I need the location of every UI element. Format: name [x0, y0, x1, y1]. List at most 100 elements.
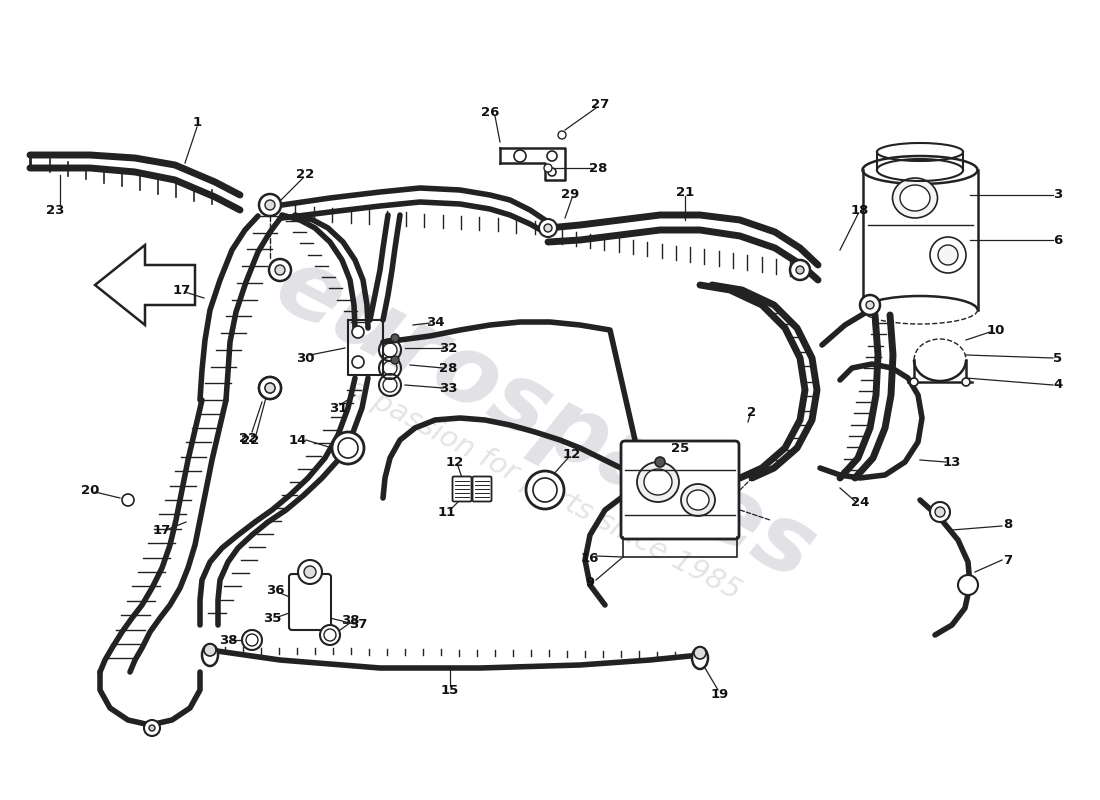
Text: 4: 4 [1054, 378, 1063, 391]
Text: 17: 17 [153, 523, 172, 537]
Circle shape [694, 647, 706, 659]
Circle shape [352, 326, 364, 338]
Text: 26: 26 [481, 106, 499, 118]
Circle shape [514, 150, 526, 162]
Text: 34: 34 [426, 315, 444, 329]
Circle shape [204, 644, 216, 656]
Text: 7: 7 [1003, 554, 1013, 566]
FancyBboxPatch shape [452, 477, 472, 502]
Circle shape [910, 378, 918, 386]
Ellipse shape [246, 634, 258, 646]
Circle shape [860, 295, 880, 315]
Circle shape [790, 260, 810, 280]
Text: 37: 37 [349, 618, 367, 631]
Text: 12: 12 [563, 449, 581, 462]
Circle shape [352, 356, 364, 368]
Text: 17: 17 [173, 283, 191, 297]
Text: 24: 24 [850, 495, 869, 509]
Text: 6: 6 [1054, 234, 1063, 246]
Text: 30: 30 [296, 351, 315, 365]
Circle shape [938, 245, 958, 265]
Ellipse shape [637, 462, 679, 502]
Circle shape [270, 259, 292, 281]
Text: 33: 33 [439, 382, 458, 394]
Circle shape [547, 151, 557, 161]
Circle shape [935, 507, 945, 517]
Text: 10: 10 [987, 323, 1005, 337]
Circle shape [390, 356, 399, 364]
Text: 15: 15 [441, 683, 459, 697]
Text: 22: 22 [239, 431, 257, 445]
Ellipse shape [892, 178, 937, 218]
Circle shape [298, 560, 322, 584]
Text: 31: 31 [329, 402, 348, 414]
Text: 38: 38 [341, 614, 360, 626]
Ellipse shape [332, 432, 364, 464]
Circle shape [275, 265, 285, 275]
FancyBboxPatch shape [473, 477, 492, 502]
Text: 35: 35 [263, 611, 282, 625]
Circle shape [962, 378, 970, 386]
Text: 11: 11 [438, 506, 456, 518]
Ellipse shape [320, 625, 340, 645]
Text: 38: 38 [219, 634, 238, 646]
Circle shape [548, 168, 556, 176]
Ellipse shape [202, 644, 218, 666]
Ellipse shape [688, 490, 710, 510]
Circle shape [390, 334, 399, 342]
Text: 28: 28 [439, 362, 458, 374]
Text: 8: 8 [1003, 518, 1013, 531]
Text: 27: 27 [591, 98, 609, 111]
Circle shape [866, 301, 874, 309]
Text: 14: 14 [289, 434, 307, 446]
Circle shape [544, 164, 552, 172]
Circle shape [258, 377, 280, 399]
Circle shape [265, 383, 275, 393]
Text: 9: 9 [585, 575, 595, 589]
Ellipse shape [338, 438, 358, 458]
Text: a passion for parts since 1985: a passion for parts since 1985 [344, 374, 746, 606]
Ellipse shape [692, 647, 708, 669]
Text: 36: 36 [266, 583, 284, 597]
Circle shape [148, 725, 155, 731]
Text: 3: 3 [1054, 189, 1063, 202]
Circle shape [539, 219, 557, 237]
Circle shape [654, 457, 666, 467]
Circle shape [122, 494, 134, 506]
Circle shape [796, 266, 804, 274]
Polygon shape [95, 245, 195, 325]
Text: eurospares: eurospares [260, 239, 830, 601]
Text: 16: 16 [581, 551, 600, 565]
Text: 25: 25 [671, 442, 689, 454]
Text: 1: 1 [192, 115, 201, 129]
Ellipse shape [534, 478, 557, 502]
Text: 18: 18 [850, 203, 869, 217]
Ellipse shape [644, 469, 672, 495]
Text: 22: 22 [241, 434, 260, 446]
Ellipse shape [526, 471, 564, 509]
Circle shape [544, 224, 552, 232]
Circle shape [265, 383, 275, 393]
FancyBboxPatch shape [289, 574, 331, 630]
Ellipse shape [681, 484, 715, 516]
Circle shape [558, 131, 566, 139]
Ellipse shape [900, 185, 930, 211]
Ellipse shape [324, 629, 336, 641]
Circle shape [304, 566, 316, 578]
Text: 29: 29 [561, 189, 579, 202]
Text: 12: 12 [446, 455, 464, 469]
Text: 23: 23 [46, 203, 64, 217]
Text: 20: 20 [80, 483, 99, 497]
Text: 19: 19 [711, 689, 729, 702]
Text: 2: 2 [747, 406, 757, 418]
Text: 28: 28 [588, 162, 607, 174]
Circle shape [258, 194, 280, 216]
Text: 21: 21 [675, 186, 694, 198]
Ellipse shape [242, 630, 262, 650]
Circle shape [265, 200, 275, 210]
Text: 32: 32 [439, 342, 458, 354]
Circle shape [958, 575, 978, 595]
Circle shape [144, 720, 159, 736]
Text: 5: 5 [1054, 351, 1063, 365]
Text: 13: 13 [943, 455, 961, 469]
